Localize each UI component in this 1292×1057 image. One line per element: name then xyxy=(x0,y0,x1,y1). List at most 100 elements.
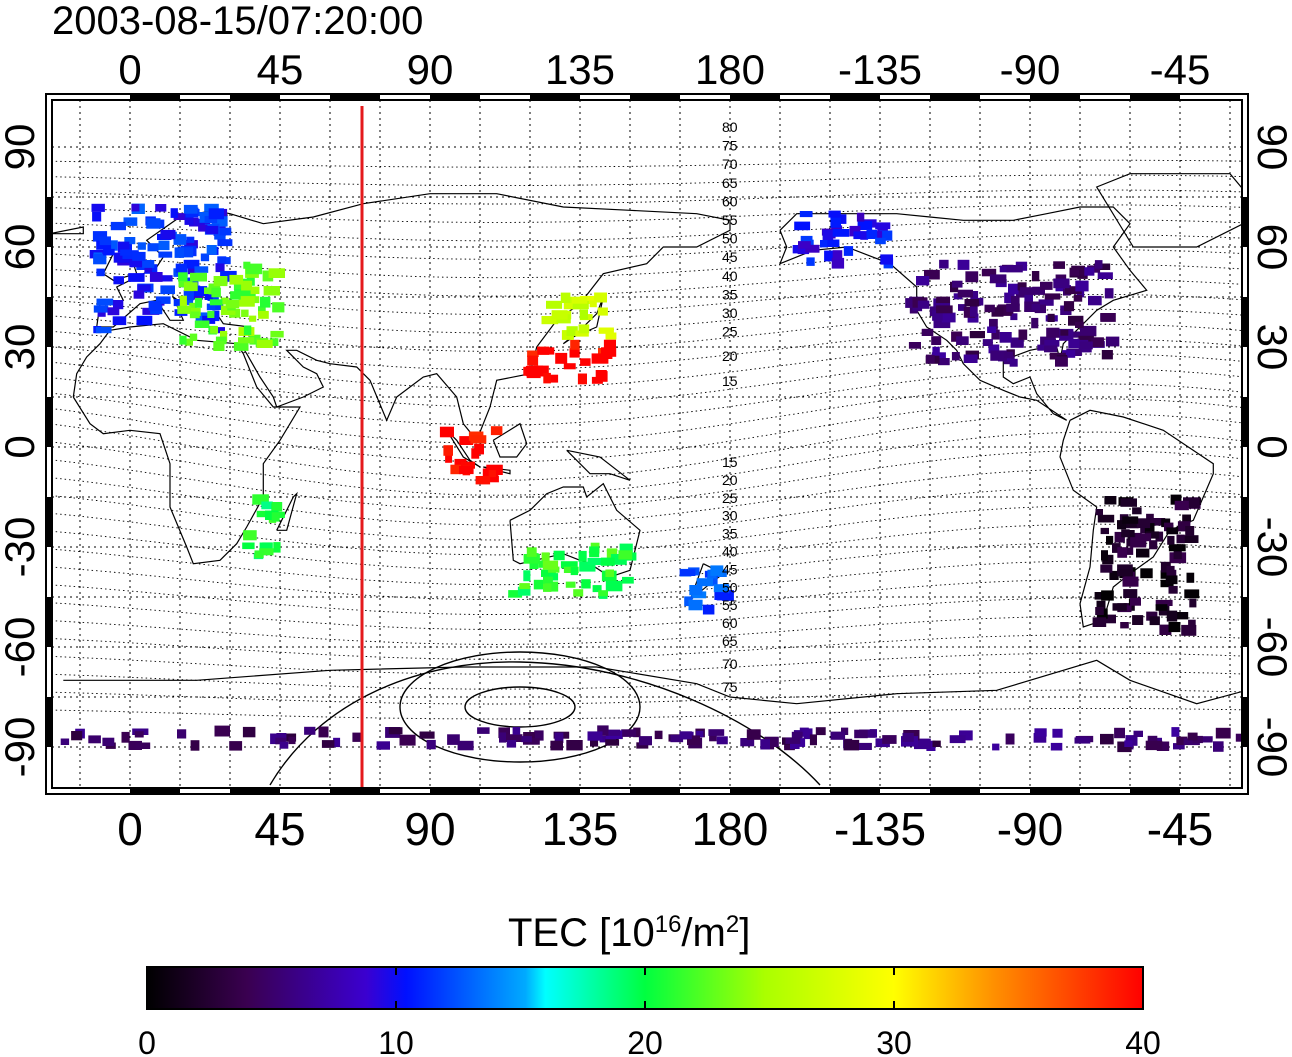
tec-cell xyxy=(570,339,580,350)
tec-cell xyxy=(71,731,83,741)
right-lat-tick-label: 0 xyxy=(1249,435,1292,458)
frame-tick xyxy=(230,94,280,100)
tec-cell xyxy=(107,307,120,316)
tec-cell xyxy=(854,729,868,739)
tec-cell xyxy=(142,260,155,268)
tec-cell xyxy=(879,230,893,241)
top-lon-tick-label: 135 xyxy=(545,46,615,93)
tec-cell xyxy=(798,241,811,249)
tec-cell xyxy=(120,249,132,256)
colorbar-tick-label: 10 xyxy=(378,1025,414,1057)
south-pole-contour-mid xyxy=(399,651,641,763)
tec-cell xyxy=(1102,614,1116,624)
tec-cell xyxy=(209,299,223,306)
tec-cell xyxy=(760,739,770,750)
bottom-lon-tick-label: 0 xyxy=(117,803,143,855)
tec-cell xyxy=(921,328,934,336)
tec-cell xyxy=(537,365,549,377)
tec-cell xyxy=(958,304,967,311)
tec-cell xyxy=(1011,296,1020,307)
tec-cell xyxy=(799,211,813,218)
tec-cell xyxy=(1010,337,1024,348)
top-lon-tick-label: -90 xyxy=(1000,46,1061,93)
bottom-longitude-ticks: 0 45 90 135 180 -135 -90 -45 xyxy=(117,803,1213,855)
contour-label: 30 xyxy=(722,508,738,524)
tec-cell xyxy=(206,245,217,255)
coastline xyxy=(1095,173,1242,248)
tec-cell xyxy=(113,276,124,285)
tec-cell xyxy=(1097,514,1115,523)
contour-line xyxy=(52,174,1242,187)
frame-tick xyxy=(430,94,480,100)
tec-cell xyxy=(1170,544,1184,551)
tec-cell xyxy=(229,741,243,751)
tec-cell xyxy=(1160,570,1172,579)
frame-tick xyxy=(630,94,680,100)
tec-cell xyxy=(459,436,474,445)
frame-tick xyxy=(830,788,880,794)
tec-cell xyxy=(1160,561,1171,573)
frame-tick xyxy=(1030,94,1080,100)
tec-cell xyxy=(830,731,846,740)
tec-cell xyxy=(60,738,70,745)
tec-cell xyxy=(566,326,578,336)
tec-cell xyxy=(1094,260,1103,269)
frame-tick xyxy=(1242,597,1248,647)
tec-cell xyxy=(969,305,978,317)
tec-cell xyxy=(170,208,178,218)
tec-cell xyxy=(272,302,285,313)
tec-cell xyxy=(206,303,216,311)
contour-label: 15 xyxy=(722,373,738,389)
tec-cell xyxy=(321,740,335,748)
tec-cell xyxy=(549,573,559,581)
tec-cell xyxy=(211,287,221,298)
frame-tick xyxy=(46,697,52,747)
frame-tick xyxy=(1130,94,1180,100)
tec-cell xyxy=(1008,283,1019,295)
tec-cell xyxy=(1044,293,1061,300)
tec-cell xyxy=(939,259,949,269)
tec-cell xyxy=(794,221,811,231)
contour-line xyxy=(52,398,1242,463)
tec-cell xyxy=(603,339,616,349)
tec-cell xyxy=(217,219,227,227)
tec-cell xyxy=(1034,728,1047,737)
tec-cell xyxy=(207,310,215,318)
contour-label: 60 xyxy=(722,615,738,631)
tec-cell xyxy=(1182,514,1191,523)
right-lat-tick-label: 30 xyxy=(1249,324,1292,371)
tec-cell xyxy=(551,310,568,320)
tec-cell xyxy=(970,291,979,300)
tec-cell xyxy=(1117,564,1133,573)
left-latitude-ticks: 90 60 30 0 -30 -60 -90 xyxy=(0,124,43,778)
tec-cell xyxy=(477,727,490,734)
coastline xyxy=(276,491,298,531)
frame-tick xyxy=(530,788,580,794)
left-lat-tick-label: 30 xyxy=(0,324,43,371)
tec-cell xyxy=(229,274,244,285)
tec-cell xyxy=(187,263,196,275)
tec-cell xyxy=(1032,286,1045,295)
tec-cell xyxy=(638,736,652,746)
south-pole-contour-outer xyxy=(269,661,821,786)
tec-cell xyxy=(1070,269,1080,276)
tec-cell xyxy=(1096,600,1106,609)
tec-cell xyxy=(608,729,621,736)
tec-cell xyxy=(936,296,950,304)
tec-cell xyxy=(1055,356,1068,367)
tec-cell xyxy=(589,300,597,308)
tec-cell xyxy=(932,310,943,321)
tec-cell xyxy=(598,590,608,597)
tec-cell xyxy=(880,254,893,265)
tec-cell xyxy=(543,372,551,384)
tec-cell xyxy=(173,234,187,245)
tec-cell xyxy=(1062,350,1076,358)
tec-cell xyxy=(257,339,273,348)
tec-cell xyxy=(1183,497,1200,509)
tec-cell xyxy=(1132,615,1144,625)
tec-cell xyxy=(952,280,963,288)
tec-cell xyxy=(636,742,649,749)
bottom-lon-tick-label: -90 xyxy=(997,803,1063,855)
tec-cell xyxy=(1192,735,1203,744)
tec-cell xyxy=(932,346,940,356)
